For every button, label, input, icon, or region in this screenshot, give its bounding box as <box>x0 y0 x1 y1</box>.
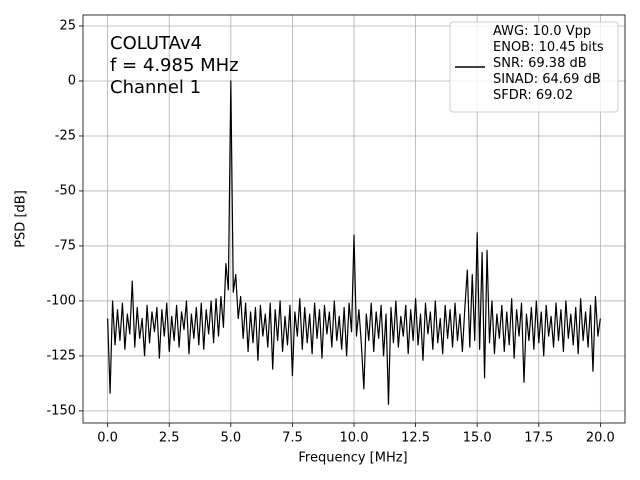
annotation: f = 4.985 MHz <box>110 55 239 76</box>
annotation: Channel 1 <box>110 77 201 98</box>
legend-entry: AWG: 10.0 Vpp ENOB: 10.45 bits SNR: 69.3… <box>493 24 604 103</box>
y-axis-label: PSD [dB] <box>14 190 29 248</box>
legend-label: AWG: 10.0 Vpp ENOB: 10.45 bits SNR: 69.3… <box>493 24 604 103</box>
legend-box <box>449 21 619 113</box>
y-tick-label: 0 <box>68 73 76 88</box>
ticks: 0.0 2.5 5.0 7.5 10.0 12.5 15.0 17.5 20.0 -150 -125… <box>46 18 614 445</box>
x-tick-label: 0.0 <box>97 431 118 446</box>
annotation: COLUTAv4 <box>110 33 202 54</box>
x-tick-label: 15.0 <box>463 431 492 446</box>
x-tick-label: 20.0 <box>586 431 615 446</box>
x-tick-label: 12.5 <box>401 431 430 446</box>
x-axis-label: Frequency [MHz] <box>298 451 407 466</box>
plot-area <box>107 80 601 405</box>
y-tick-label: -100 <box>46 293 76 308</box>
x-tick-label: 2.5 <box>159 431 180 446</box>
legend: AWG: 10.0 Vpp ENOB: 10.45 bits SNR: 69.3… <box>449 21 619 113</box>
y-tick-label: -125 <box>46 348 76 363</box>
y-tick-label: -75 <box>55 238 76 253</box>
x-tick-label: 7.5 <box>282 431 303 446</box>
y-tick-label: 25 <box>59 18 76 33</box>
x-tick-label: 17.5 <box>524 431 553 446</box>
y-tick-label: -25 <box>55 128 76 143</box>
y-tick-label: -150 <box>46 403 76 418</box>
x-tick-label: 10.0 <box>340 431 369 446</box>
data-line <box>107 80 601 405</box>
y-tick-label: -50 <box>55 183 76 198</box>
x-tick-label: 5.0 <box>220 431 241 446</box>
